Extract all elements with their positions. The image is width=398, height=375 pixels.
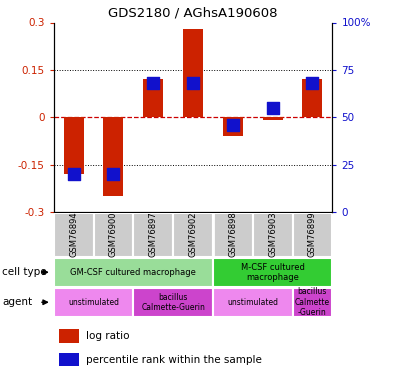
Bar <box>54 213 94 257</box>
Text: bacillus
Calmette
-Guerin: bacillus Calmette -Guerin <box>295 287 330 317</box>
Bar <box>59 329 79 343</box>
Text: percentile rank within the sample: percentile rank within the sample <box>86 354 261 364</box>
Text: agent: agent <box>2 297 32 307</box>
Text: GSM76900: GSM76900 <box>109 211 118 256</box>
Bar <box>213 288 293 317</box>
Bar <box>253 213 293 257</box>
Point <box>190 80 196 86</box>
Text: GSM76897: GSM76897 <box>149 211 158 257</box>
Bar <box>103 117 123 196</box>
Bar <box>54 258 213 287</box>
Point <box>150 80 156 86</box>
Text: unstimulated: unstimulated <box>227 298 278 307</box>
Point <box>230 122 236 128</box>
Bar <box>59 353 79 366</box>
Text: GSM76902: GSM76902 <box>189 211 197 256</box>
Bar <box>94 213 133 257</box>
Bar <box>183 29 203 117</box>
Point <box>110 171 117 177</box>
Text: GSM76898: GSM76898 <box>228 211 237 257</box>
Bar <box>54 288 133 317</box>
Bar <box>302 80 322 117</box>
Text: GM-CSF cultured macrophage: GM-CSF cultured macrophage <box>70 268 196 277</box>
Text: GSM76899: GSM76899 <box>308 211 317 256</box>
Point <box>269 105 276 111</box>
Bar <box>143 80 163 117</box>
Bar <box>213 213 253 257</box>
Text: unstimulated: unstimulated <box>68 298 119 307</box>
Text: bacillus
Calmette-Guerin: bacillus Calmette-Guerin <box>141 292 205 312</box>
Bar <box>173 213 213 257</box>
Bar <box>263 117 283 120</box>
Title: GDS2180 / AGhsA190608: GDS2180 / AGhsA190608 <box>108 7 278 20</box>
Point <box>70 171 77 177</box>
Bar <box>223 117 243 136</box>
Text: log ratio: log ratio <box>86 331 129 341</box>
Bar <box>213 258 332 287</box>
Bar <box>133 288 213 317</box>
Bar <box>133 213 173 257</box>
Point <box>309 80 316 86</box>
Text: M-CSF cultured
macrophage: M-CSF cultured macrophage <box>241 262 304 282</box>
Text: GSM76894: GSM76894 <box>69 211 78 256</box>
Bar <box>293 213 332 257</box>
Text: cell type: cell type <box>2 267 47 277</box>
Text: GSM76903: GSM76903 <box>268 211 277 256</box>
Bar <box>293 288 332 317</box>
Bar <box>64 117 84 174</box>
